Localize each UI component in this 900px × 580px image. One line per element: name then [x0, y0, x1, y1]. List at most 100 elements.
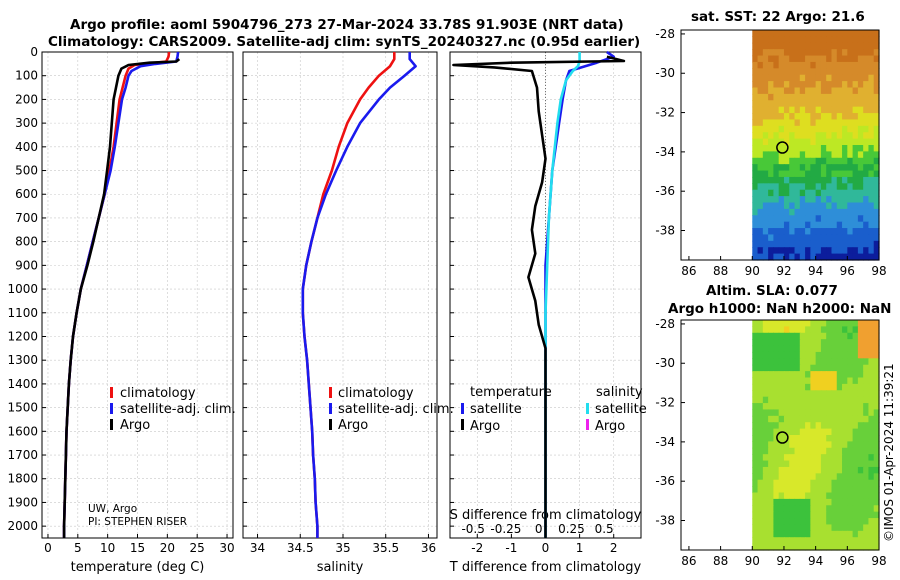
map-cell: [868, 189, 875, 197]
map-cell: [805, 202, 811, 210]
map-cell: [836, 189, 843, 197]
map-cell: [799, 93, 806, 101]
map-cell: [783, 30, 790, 37]
map-cell: [842, 486, 848, 494]
map-cell: [868, 390, 875, 398]
map-cell: [794, 390, 801, 398]
map-cell: [873, 518, 880, 526]
map-cell: [783, 326, 790, 334]
map-cell: [783, 100, 790, 108]
map-cell: [799, 454, 806, 462]
map-cell: [873, 202, 880, 210]
map-cell: [868, 247, 875, 255]
map-cell: [810, 498, 817, 506]
map-cell: [799, 100, 806, 108]
map-cell: [842, 74, 848, 82]
map-cell: [805, 473, 811, 481]
map-cell: [773, 228, 780, 236]
map-cell: [820, 55, 827, 63]
map-cell: [852, 498, 859, 506]
map-cell: [842, 320, 848, 327]
map-cell: [836, 326, 843, 334]
map-cell: [773, 537, 780, 545]
map-cell: [794, 183, 801, 191]
map-cell: [826, 30, 833, 37]
map-cell: [789, 441, 796, 449]
map-cell: [768, 530, 774, 538]
map-cell: [778, 176, 785, 184]
map-cell: [863, 49, 870, 57]
map-cell: [762, 537, 769, 545]
map-cell: [762, 351, 769, 359]
map-cell: [794, 383, 801, 391]
y-tick-label: 1900: [7, 495, 38, 509]
map-cell: [789, 371, 796, 379]
series-line-climatology: [301, 52, 396, 538]
map-cell: [815, 81, 822, 89]
map-cell: [868, 326, 875, 334]
map-cell: [789, 383, 796, 391]
map-cell: [752, 530, 759, 538]
map-cell: [857, 93, 864, 101]
map-cell: [794, 30, 801, 37]
temperature-legend: climatology satellite-adj. clim. Argo: [110, 386, 236, 433]
map-cell: [773, 422, 780, 430]
map-cell: [826, 100, 833, 108]
map-cell: [789, 409, 796, 417]
map-cell: [820, 428, 827, 436]
map-cell: [757, 479, 764, 487]
map-cell: [768, 93, 774, 101]
map-cell: [794, 42, 801, 50]
map-cell: [773, 371, 780, 379]
map-cell: [873, 151, 880, 159]
map-cell: [847, 125, 854, 133]
map-cell: [789, 518, 796, 526]
map-cell: [836, 49, 843, 57]
map-cell: [868, 505, 875, 513]
map-cell: [847, 132, 854, 140]
map-cell: [757, 530, 764, 538]
map-cell: [852, 435, 859, 442]
map-cell: [831, 435, 838, 442]
map-cell: [820, 383, 827, 391]
map-cell: [836, 208, 843, 216]
map-cell: [773, 151, 780, 159]
map-cell: [863, 61, 870, 69]
map-cell: [752, 234, 759, 242]
map-cell: [857, 36, 864, 44]
map-cell: [857, 228, 864, 236]
map-cell: [873, 240, 880, 248]
map-cell: [810, 332, 817, 340]
map-cell: [868, 358, 875, 366]
map-cell: [836, 396, 843, 404]
map-cell: [762, 202, 769, 210]
map-cell: [768, 74, 774, 82]
sst-map-title: sat. SST: 22 Argo: 21.6: [691, 9, 865, 25]
map-cell: [794, 428, 801, 436]
map-cell: [868, 537, 875, 545]
map-cell: [794, 113, 801, 121]
map-cell: [810, 377, 817, 385]
map-cell: [810, 428, 817, 436]
map-cell: [789, 100, 796, 108]
map-cell: [831, 208, 838, 216]
map-cell: [863, 320, 870, 327]
map-cell: [773, 396, 780, 404]
map-cell: [757, 202, 764, 210]
map-cell: [852, 326, 859, 334]
map-cell: [868, 543, 875, 551]
map-cell: [783, 106, 790, 114]
map-cell: [852, 125, 859, 133]
map-cell: [789, 415, 796, 423]
map-cell: [815, 403, 822, 411]
map-cell: [752, 240, 759, 248]
map-cell: [757, 87, 764, 95]
map-cell: [768, 221, 774, 229]
map-cell: [873, 100, 880, 108]
map-cell: [847, 428, 854, 436]
map-cell: [842, 492, 848, 500]
map-cell: [752, 189, 759, 197]
y-tick-label: 1600: [7, 424, 38, 438]
map-cell: [831, 518, 838, 526]
map-cell: [826, 511, 833, 519]
